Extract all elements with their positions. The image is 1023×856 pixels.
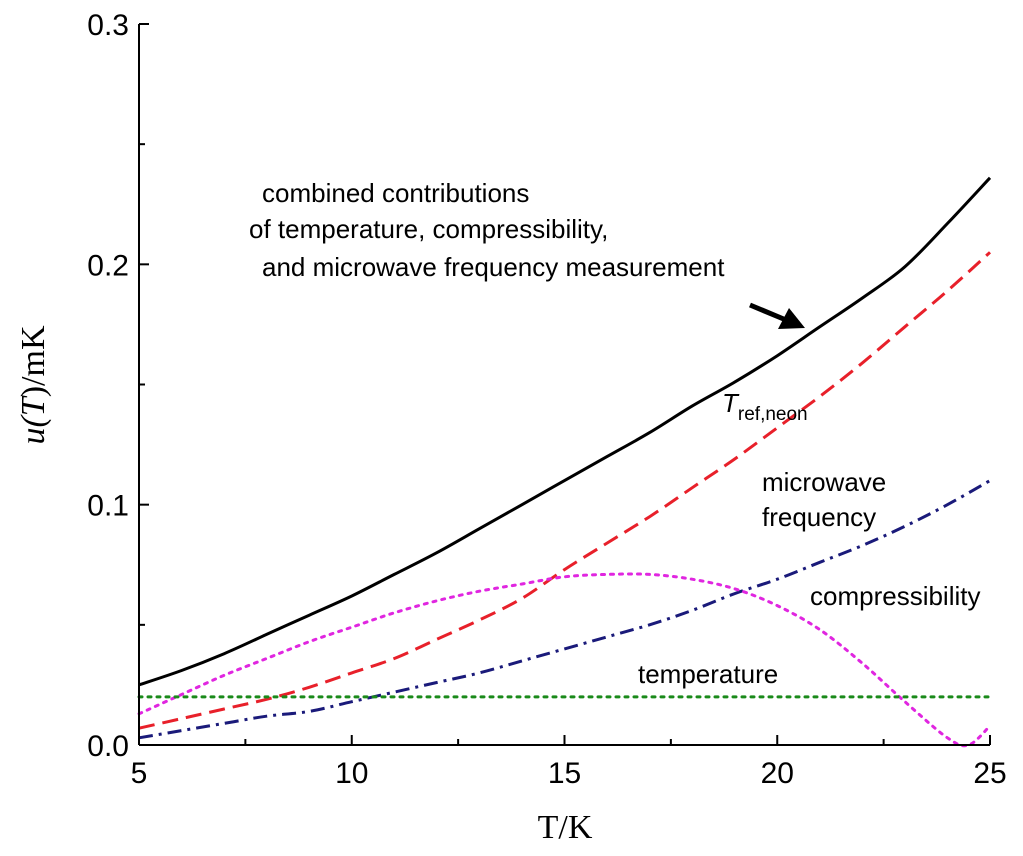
series-line-tref_neon [138, 251, 992, 730]
y-axis-title-unit: )/mK [15, 325, 52, 397]
x-tick-label: 20 [761, 757, 794, 790]
series-line-microwave [138, 479, 991, 740]
y-tick-label: 0.3 [87, 9, 129, 42]
series-layer [137, 176, 992, 748]
annotation-combined-line1: combined contributions [262, 178, 529, 208]
annotation-combined-line2: of temperature, compressibility, [249, 214, 608, 244]
annotation-combined-line3: and microwave frequency measurement [262, 252, 725, 282]
series-line-compressibility [137, 572, 992, 748]
y-tick-label: 0.0 [87, 730, 129, 763]
y-axis-title: u(T)/mK [15, 325, 52, 444]
y-axis-title-var-t: T [15, 395, 52, 416]
x-tick-label: 5 [131, 757, 148, 790]
x-axis-title: T/K [538, 809, 593, 846]
annotation-microwave-line1: microwave [762, 467, 886, 497]
x-tick-label: 25 [973, 757, 1006, 790]
annotation-arrow [749, 302, 805, 329]
x-tick-label: 10 [335, 757, 368, 790]
series-line-combined [138, 176, 992, 687]
annotation-tref-sub: ref,neon [738, 404, 808, 425]
annotation-compressibility: compressibility [810, 581, 981, 611]
annotation-microwave-line2: frequency [762, 502, 876, 532]
annotation-tref-neon: Tref,neon [722, 388, 808, 425]
annotation-temperature: temperature [638, 659, 778, 689]
y-tick-label: 0.2 [87, 249, 129, 282]
y-tick-label: 0.1 [87, 490, 129, 523]
x-tick-label: 15 [548, 757, 581, 790]
ticks-layer: 5 10 15 20 25 0.0 0.1 0.2 0.3 [87, 9, 1006, 790]
annotation-tref-main: T [722, 388, 740, 418]
y-axis-title-var-u: u( [15, 414, 52, 445]
